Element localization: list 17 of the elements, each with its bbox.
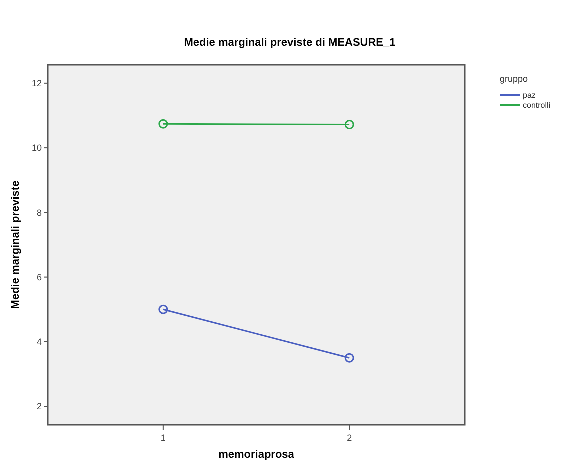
legend-title: gruppo [500, 74, 528, 84]
y-tick-label: 10 [32, 143, 42, 154]
y-tick-label: 2 [36, 402, 42, 412]
legend-label: controlli [523, 100, 551, 110]
y-tick-label: 12 [32, 78, 42, 89]
legend-label: paz [523, 90, 536, 100]
point [158, 119, 168, 129]
y-tick-label: 6 [36, 272, 42, 282]
x-axis-title: memoriaprosa [218, 449, 296, 461]
chart-title: Medie marginali previste di MEASURE_1 [184, 37, 396, 49]
y-tick-label: 4 [36, 337, 42, 348]
y-axis-title: Medie marginali previste [10, 180, 22, 310]
point [344, 353, 354, 363]
point [344, 120, 354, 130]
y-tick-label: 8 [36, 208, 42, 218]
point [158, 304, 168, 314]
x-tick-label: 1 [160, 433, 166, 443]
